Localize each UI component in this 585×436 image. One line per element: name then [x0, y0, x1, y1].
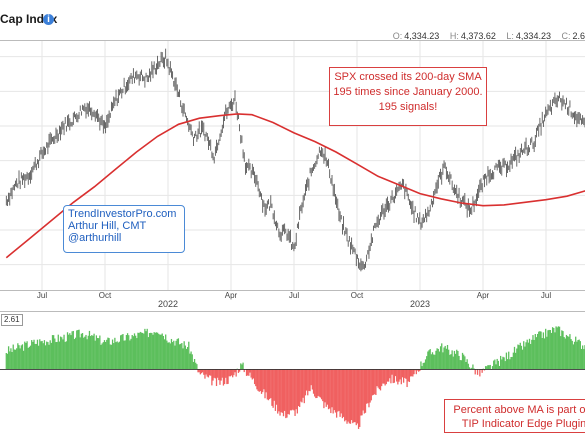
sma-line	[5, 113, 585, 259]
note-line-3: 195 signals!	[378, 101, 438, 113]
low-value: 4,334.23	[515, 31, 551, 41]
close-value: 2.6	[572, 31, 585, 41]
author-site: TrendInvestorPro.com	[68, 208, 177, 220]
info-circle-icon[interactable]: i	[43, 14, 54, 25]
x-tick-label: 2023	[410, 299, 430, 309]
x-tick-label: Oct	[351, 291, 364, 300]
indicator-bars	[5, 326, 585, 429]
x-tick-label: Oct	[99, 291, 112, 300]
main-marks	[5, 48, 585, 272]
author-name: Arthur Hill, CMT	[68, 220, 147, 232]
indicator-value-label: 2.61	[1, 314, 23, 326]
x-tick-label: Jul	[289, 291, 299, 300]
author-annotation: TrendInvestorPro.com Arthur Hill, CMT @a…	[63, 205, 185, 253]
price-chart: JulOct2022AprJulOct2023AprJulO	[0, 40, 585, 309]
signals-annotation: SPX crossed its 200-day SMA 195 times si…	[329, 67, 487, 126]
close-key: C:	[561, 31, 571, 41]
high-key: H:	[449, 31, 459, 41]
note-line-1: SPX crossed its 200-day SMA	[334, 71, 482, 83]
author-handle: @arthurhill	[68, 232, 122, 244]
x-tick-label: Jul	[541, 291, 551, 300]
x-tick-label: Apr	[225, 291, 238, 300]
plugin-line-2: TIP Indicator Edge Plugin	[461, 418, 585, 430]
date-axis: JulOct2022AprJulOct2023AprJulO	[37, 291, 551, 309]
plugin-line-1: Percent above MA is part of t	[453, 404, 585, 416]
x-tick-label: Jul	[37, 291, 47, 300]
open-value: 4,334.23	[404, 31, 440, 41]
x-tick-label: Apr	[477, 291, 490, 300]
low-key: L:	[506, 31, 514, 41]
open-key: O:	[392, 31, 403, 41]
ohlc-readout: O: 4,334.23 H: 4,373.62 L: 4,334.23 C: 2.6	[385, 31, 585, 41]
high-value: 4,373.62	[460, 31, 496, 41]
x-tick-label: 2022	[158, 299, 178, 309]
indicator-chart	[0, 311, 585, 429]
note-line-2: 195 times since January 2000.	[333, 86, 483, 98]
plugin-annotation: Percent above MA is part of t TIP Indica…	[444, 399, 585, 433]
